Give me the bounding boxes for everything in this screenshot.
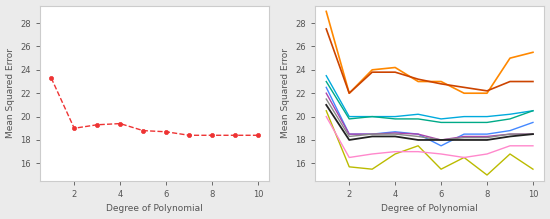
X-axis label: Degree of Polynomial: Degree of Polynomial: [381, 205, 478, 214]
Y-axis label: Mean Squared Error: Mean Squared Error: [280, 48, 289, 138]
Y-axis label: Mean Squared Error: Mean Squared Error: [6, 48, 14, 138]
X-axis label: Degree of Polynomial: Degree of Polynomial: [106, 205, 203, 214]
